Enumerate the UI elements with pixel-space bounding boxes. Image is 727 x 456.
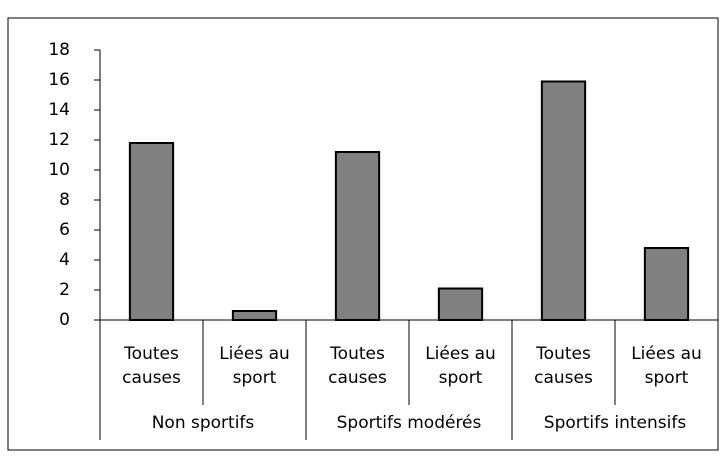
x-tick-label: Liées au sport (425, 344, 496, 388)
x-tick-label: Liées au sport (631, 344, 702, 388)
y-tick-label: 6 (59, 220, 70, 240)
x-tick-label: Toutes causes (328, 344, 387, 388)
y-tick-label: 2 (59, 280, 70, 300)
y-tick-label: 14 (48, 100, 70, 120)
y-tick-label: 4 (59, 250, 70, 270)
x-tick-label: Liées au sport (219, 344, 290, 388)
group-label: Non sportifs (151, 413, 255, 433)
y-tick-label: 10 (48, 160, 70, 180)
y-tick-label: 12 (48, 130, 70, 150)
bar (540, 80, 587, 321)
y-tick-label: 0 (59, 310, 70, 330)
bar (437, 287, 484, 321)
x-tick-label: Toutes causes (534, 344, 593, 388)
bar (334, 151, 381, 321)
bar (128, 142, 175, 321)
chart-frame (7, 17, 719, 451)
group-label: Sportifs intensifs (543, 413, 687, 433)
y-tick-label: 16 (48, 70, 70, 90)
y-tick-label: 8 (59, 190, 70, 210)
y-tick-label: 18 (48, 40, 70, 60)
x-tick-label: Toutes causes (122, 344, 181, 388)
bar (643, 247, 690, 321)
group-label: Sportifs modérés (336, 413, 482, 433)
bar (231, 310, 278, 321)
